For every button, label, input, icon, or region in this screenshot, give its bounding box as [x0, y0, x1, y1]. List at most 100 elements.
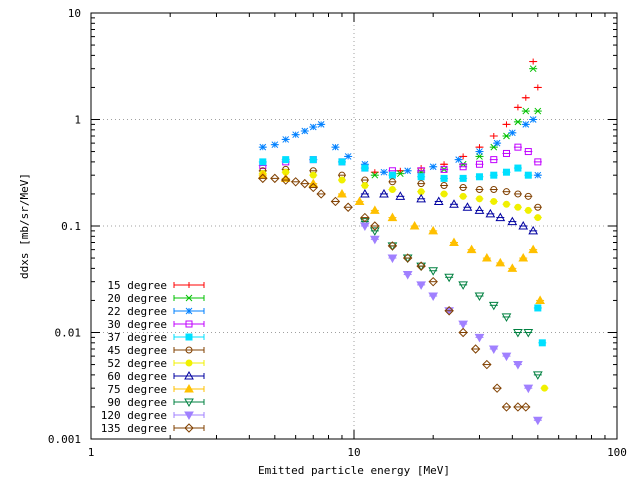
series-60-degree — [360, 188, 539, 235]
data-point — [514, 118, 522, 126]
data-point — [458, 320, 468, 330]
data-point — [529, 65, 537, 73]
data-point — [490, 197, 498, 205]
data-point — [360, 188, 370, 198]
data-point — [513, 361, 523, 370]
legend-label: 52 degree — [107, 357, 167, 370]
data-point — [343, 202, 353, 212]
data-point — [488, 301, 499, 311]
data-point — [466, 244, 477, 254]
data-point — [416, 261, 426, 271]
data-point — [501, 402, 512, 412]
data-point — [440, 182, 448, 190]
data-point — [524, 192, 532, 200]
legend-marker — [184, 398, 194, 408]
data-point — [514, 104, 521, 111]
data-point — [387, 212, 398, 222]
y-tick-label: 0.1 — [61, 220, 81, 233]
data-point — [417, 188, 425, 196]
legend-marker — [185, 359, 193, 367]
legend-marker — [184, 370, 194, 380]
data-point — [417, 180, 425, 188]
data-point — [309, 171, 317, 179]
data-point — [449, 199, 459, 208]
data-point — [501, 352, 512, 362]
data-point — [395, 191, 406, 200]
data-point — [259, 158, 267, 166]
data-point — [292, 131, 300, 139]
data-point — [530, 58, 537, 65]
data-point — [388, 178, 396, 186]
data-point — [308, 182, 318, 193]
series-120-degree — [360, 222, 543, 426]
data-point — [449, 237, 459, 246]
legend-label: 30 degree — [107, 318, 167, 331]
data-point — [369, 227, 380, 236]
x-tick-label: 1 — [88, 446, 95, 459]
data-point — [369, 235, 380, 245]
axis-ticks: 1 10 100 0.001 0.01 0.1 1 10 — [48, 7, 627, 459]
data-point — [495, 212, 506, 222]
data-point — [459, 174, 467, 182]
data-point — [332, 143, 339, 151]
series-135-degree — [258, 173, 531, 412]
data-point — [503, 132, 510, 140]
data-point — [428, 267, 439, 276]
data-point — [485, 208, 496, 218]
data-point — [524, 206, 532, 214]
data-point — [338, 158, 346, 166]
legend-marker — [185, 333, 193, 341]
data-point — [501, 313, 512, 322]
data-point — [481, 253, 492, 262]
data-point — [309, 156, 317, 164]
data-point — [402, 271, 413, 280]
legend-label: 75 degree — [107, 383, 167, 396]
series-45-degree — [258, 165, 542, 211]
data-point — [518, 253, 529, 262]
data-point — [538, 339, 546, 347]
data-point — [532, 371, 543, 380]
data-point — [492, 383, 502, 393]
data-point — [455, 156, 463, 163]
legend-label: 45 degree — [107, 344, 167, 357]
data-point — [270, 173, 280, 184]
data-point — [493, 139, 501, 147]
data-point — [440, 190, 448, 198]
data-point — [475, 173, 483, 181]
data-point — [317, 121, 325, 128]
data-point — [396, 170, 404, 178]
series-22-degree — [258, 116, 542, 179]
data-point — [316, 189, 326, 199]
series-37-degree — [258, 156, 547, 347]
data-point — [444, 273, 454, 283]
data-point — [534, 203, 542, 211]
data-point — [514, 164, 522, 172]
data-point — [514, 143, 522, 151]
data-point — [502, 200, 510, 208]
data-point — [524, 148, 532, 156]
data-point — [387, 254, 398, 264]
data-point — [502, 188, 510, 196]
grid-lines — [91, 13, 617, 439]
data-point — [540, 384, 548, 392]
data-point — [476, 148, 483, 155]
data-point — [460, 153, 467, 160]
data-point — [502, 168, 510, 176]
data-point — [290, 177, 301, 187]
data-point — [458, 281, 468, 290]
data-point — [397, 167, 404, 174]
data-point — [360, 212, 370, 223]
legend-marker — [186, 282, 192, 288]
data-point — [309, 123, 317, 131]
y-axis-label: ddxs [mb/sr/MeV] — [18, 173, 31, 279]
data-point — [518, 220, 529, 230]
legend-marker — [184, 411, 194, 421]
data-point — [361, 164, 369, 172]
data-point — [474, 205, 485, 214]
x-tick-label: 10 — [347, 446, 360, 459]
data-point — [528, 244, 539, 254]
legend-label: 135 degree — [101, 422, 167, 435]
data-point — [490, 132, 497, 139]
data-point — [534, 158, 542, 166]
data-point — [388, 171, 396, 179]
